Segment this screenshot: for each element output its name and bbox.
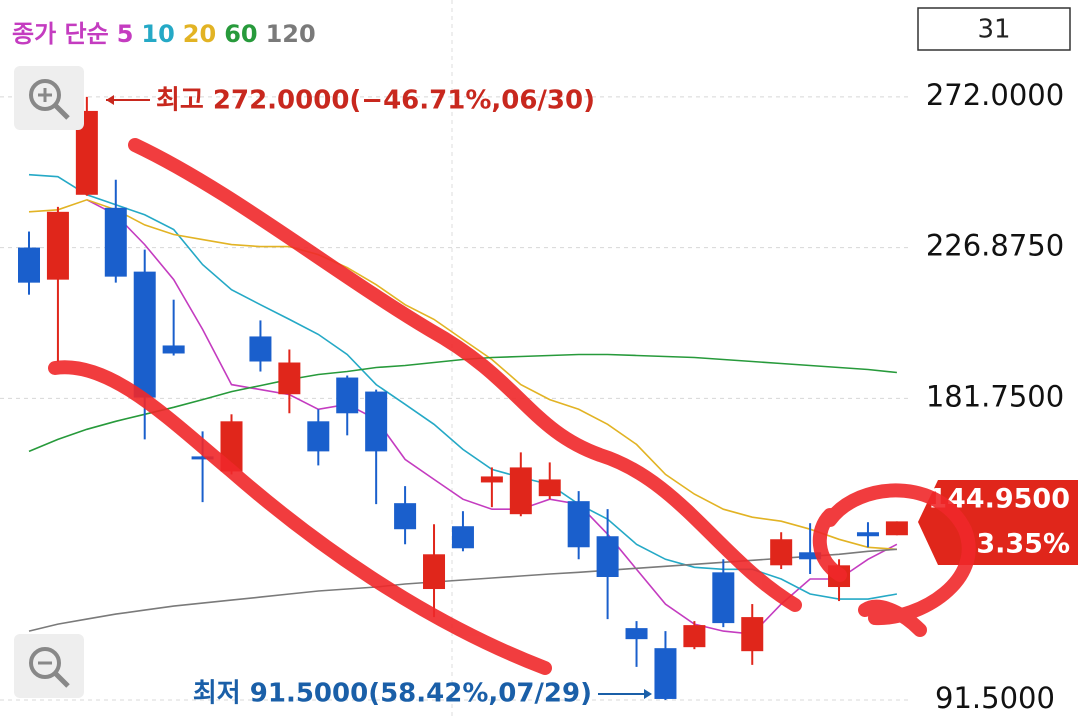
high-label: 최고 272.0000(−46.71%,06/30): [156, 86, 595, 116]
indicator-label: 종가 단순: [12, 20, 109, 48]
y-tick-label: 272.0000: [926, 78, 1064, 112]
ma-line: [28, 353, 897, 453]
candle-body: [683, 625, 706, 648]
legend-entry: 60: [224, 20, 257, 48]
y-tick-label: 226.8750: [926, 229, 1064, 263]
candle-body: [770, 539, 793, 566]
candle-body: [162, 345, 185, 354]
candle-body: [451, 526, 474, 549]
candle-body: [191, 456, 214, 460]
ma-line: [28, 198, 897, 551]
candle-body: [625, 628, 648, 640]
candle-body: [538, 479, 561, 497]
candle-body: [423, 554, 446, 590]
low-label: 최저 91.5000(58.42%,07/29): [193, 679, 592, 709]
candle-body: [18, 247, 40, 283]
candle-body: [249, 336, 272, 362]
candle-body: [336, 377, 359, 414]
candle-body: [509, 467, 532, 515]
high-arrow-head: [106, 95, 114, 105]
legend-entry: 20: [183, 20, 216, 48]
legend: 종가 단순 5 10 20 60 120: [12, 20, 316, 48]
low-arrow-head: [644, 689, 652, 699]
candle-body: [480, 476, 503, 483]
candle-body: [75, 110, 98, 195]
legend-entry: 5: [117, 20, 134, 48]
candle-body: [567, 501, 590, 548]
candle-body: [394, 503, 417, 530]
candle-body: [856, 532, 879, 537]
zoom-in[interactable]: [14, 66, 84, 130]
period-box[interactable]: [917, 7, 1071, 51]
candle-body: [133, 271, 156, 398]
candle-body: [307, 421, 330, 452]
candle-body: [104, 207, 127, 277]
candle-body: [278, 362, 301, 395]
candle-body: [46, 211, 69, 280]
period-label: 31: [977, 15, 1010, 45]
legend-entry: 120: [266, 20, 316, 48]
ma-line: [28, 548, 897, 632]
y-tick-label: 91.5000: [935, 681, 1055, 715]
candle-body: [799, 552, 822, 560]
zoom-out[interactable]: [14, 634, 84, 698]
legend-entry: 10: [141, 20, 174, 48]
candle-body: [741, 617, 764, 652]
price-tag: [918, 480, 1078, 565]
change-label: 3.35%: [976, 529, 1070, 560]
candle-body: [596, 536, 619, 578]
y-tick-label: 181.7500: [926, 379, 1064, 413]
candle-body: [654, 648, 677, 699]
candle-body: [365, 391, 388, 452]
candle-body: [885, 521, 908, 536]
candle-body: [712, 572, 735, 624]
hand-drawing: [48, 138, 976, 675]
